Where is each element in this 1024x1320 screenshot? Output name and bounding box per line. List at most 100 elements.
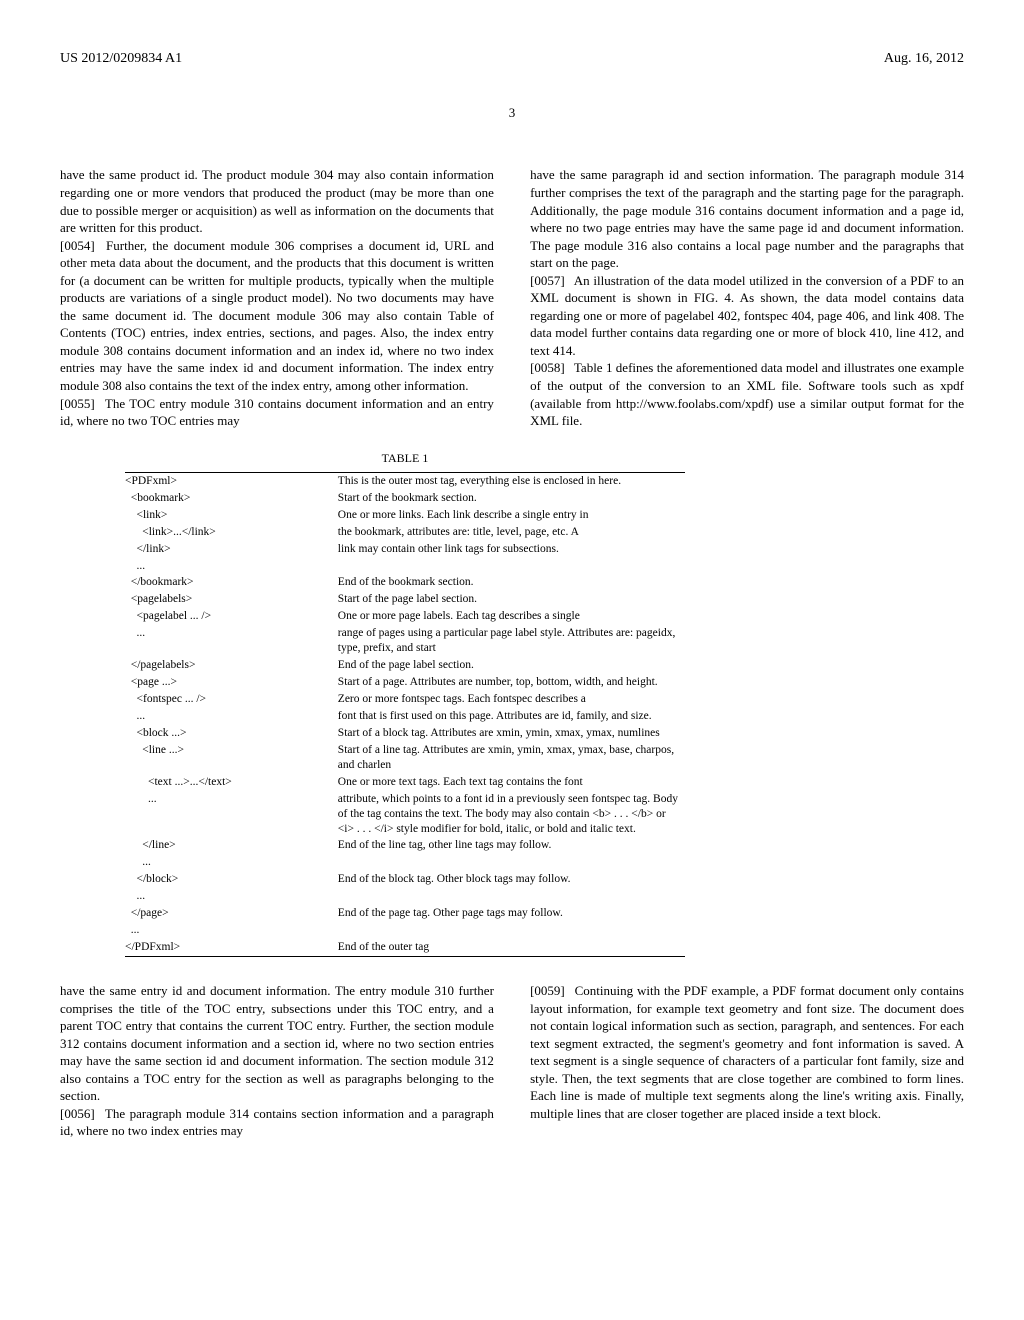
table-desc-cell: link may contain other link tags for sub… [338,541,685,558]
table-desc-cell: Start of a line tag. Attributes are xmin… [338,742,685,774]
table-row: </page>End of the page tag. Other page t… [125,905,685,922]
table-row: <line ...>Start of a line tag. Attribute… [125,742,685,774]
table-desc-cell: End of the page label section. [338,657,685,674]
table-row: </pagelabels>End of the page label secti… [125,657,685,674]
table-desc-cell: End of the line tag, other line tags may… [338,837,685,854]
table-row: ...font that is first used on this page.… [125,708,685,725]
table-tag-cell: </block> [125,871,338,888]
table-row: </line>End of the line tag, other line t… [125,837,685,854]
table-body: <PDFxml>This is the outer most tag, ever… [125,473,685,956]
page-header: US 2012/0209834 A1 Aug. 16, 2012 [60,50,964,69]
bottom-columns: have the same entry id and document info… [60,982,964,1140]
para-0055-cont: have the same entry id and document info… [60,982,494,1105]
table-desc-cell: End of the outer tag [338,939,685,956]
table-row: <block ...>Start of a block tag. Attribu… [125,725,685,742]
table-desc-cell: Start of the page label section. [338,591,685,608]
table-row: ... [125,854,685,871]
para-0056-cont: have the same paragraph id and section i… [530,166,964,271]
para-0054: [0054] Further, the document module 306 … [60,237,494,395]
table-row: </link>link may contain other link tags … [125,541,685,558]
table-tag-cell: ... [125,888,338,905]
table-row: <bookmark>Start of the bookmark section. [125,490,685,507]
table-tag-cell: </page> [125,905,338,922]
table-row: </block>End of the block tag. Other bloc… [125,871,685,888]
table-row: ... [125,922,685,939]
para-num: [0057] [530,273,565,288]
table-tag-cell: <pagelabels> [125,591,338,608]
table-desc-cell [338,888,685,905]
left-column-top: have the same product id. The product mo… [60,166,494,429]
table-desc-cell: End of the block tag. Other block tags m… [338,871,685,888]
table-tag-cell: ... [125,791,338,838]
table-tag-cell: <link> [125,507,338,524]
para-text: The paragraph module 314 contains sectio… [60,1106,494,1139]
table-rule-bottom [125,956,685,957]
table-desc-cell: Start of a block tag. Attributes are xmi… [338,725,685,742]
page-number: 3 [60,104,964,122]
table-desc-cell: attribute, which points to a font id in … [338,791,685,838]
table-row: <pagelabel ... />One or more page labels… [125,608,685,625]
table-desc-cell: Zero or more fontspec tags. Each fontspe… [338,691,685,708]
para-num: [0055] [60,396,95,411]
table-row: ... [125,558,685,575]
para-0055: [0055] The TOC entry module 310 contains… [60,395,494,430]
table-tag-cell: <PDFxml> [125,473,338,490]
para-0056: [0056] The paragraph module 314 contains… [60,1105,494,1140]
para-num: [0059] [530,983,565,998]
para-num: [0056] [60,1106,95,1121]
table-row: </bookmark>End of the bookmark section. [125,574,685,591]
para-text: The TOC entry module 310 contains docume… [60,396,494,429]
table-desc-cell: One or more text tags. Each text tag con… [338,774,685,791]
para-text: Continuing with the PDF example, a PDF f… [530,983,964,1121]
table-row: <link>...</link>the bookmark, attributes… [125,524,685,541]
table-1: TABLE 1 <PDFxml>This is the outer most t… [125,450,685,957]
table-desc-cell [338,854,685,871]
table-tag-cell: </bookmark> [125,574,338,591]
header-left: US 2012/0209834 A1 [60,50,182,69]
table-desc-cell: the bookmark, attributes are: title, lev… [338,524,685,541]
para-num: [0058] [530,360,565,375]
right-column-bottom: [0059] Continuing with the PDF example, … [530,982,964,1140]
table-row: <pagelabels>Start of the page label sect… [125,591,685,608]
table-title: TABLE 1 [125,450,685,466]
table-tag-cell: </line> [125,837,338,854]
para-text: Further, the document module 306 compris… [60,238,494,393]
table-tag-cell: ... [125,922,338,939]
table-desc-cell: One or more links. Each link describe a … [338,507,685,524]
table-row: </PDFxml>End of the outer tag [125,939,685,956]
table-tag-cell: <link>...</link> [125,524,338,541]
para-text: Table 1 defines the aforementioned data … [530,360,964,428]
table-row: ... [125,888,685,905]
table-tag-cell: ... [125,558,338,575]
table-tag-cell: <block ...> [125,725,338,742]
table-desc-cell: font that is first used on this page. At… [338,708,685,725]
table-tag-cell: ... [125,625,338,657]
table-tag-cell: </pagelabels> [125,657,338,674]
table-tag-cell: <bookmark> [125,490,338,507]
left-column-bottom: have the same entry id and document info… [60,982,494,1140]
table-desc-cell: One or more page labels. Each tag descri… [338,608,685,625]
table-desc-cell: range of pages using a particular page l… [338,625,685,657]
table-tag-cell: </PDFxml> [125,939,338,956]
para-0059: [0059] Continuing with the PDF example, … [530,982,964,1122]
top-columns: have the same product id. The product mo… [60,166,964,429]
table-tag-cell: </link> [125,541,338,558]
table-tag-cell: <page ...> [125,674,338,691]
table-tag-cell: <line ...> [125,742,338,774]
table-row: ...range of pages using a particular pag… [125,625,685,657]
table-desc-cell: Start of the bookmark section. [338,490,685,507]
table-tag-cell: <fontspec ... /> [125,691,338,708]
table-desc-cell: End of the bookmark section. [338,574,685,591]
table-row: <PDFxml>This is the outer most tag, ever… [125,473,685,490]
table-desc-cell [338,922,685,939]
para-num: [0054] [60,238,95,253]
table-tag-cell: ... [125,854,338,871]
table-row: <text ...>...</text>One or more text tag… [125,774,685,791]
para-0057: [0057] An illustration of the data model… [530,272,964,360]
table-desc-cell: End of the page tag. Other page tags may… [338,905,685,922]
table-row: <link>One or more links. Each link descr… [125,507,685,524]
table-row: ...attribute, which points to a font id … [125,791,685,838]
table-desc-cell [338,558,685,575]
header-right: Aug. 16, 2012 [884,50,964,69]
table-row: <page ...>Start of a page. Attributes ar… [125,674,685,691]
